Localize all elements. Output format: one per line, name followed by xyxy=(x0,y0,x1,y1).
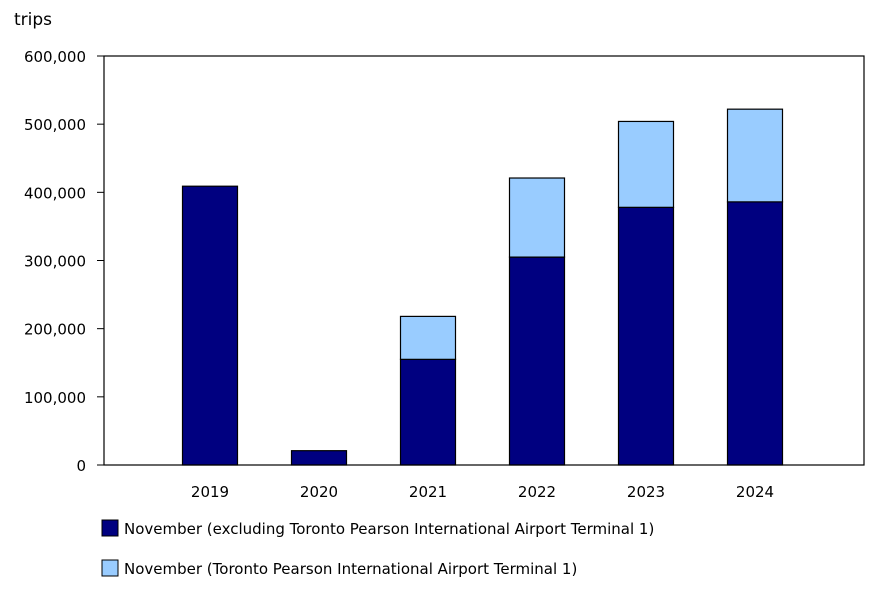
legend-label-series-1: November (excluding Toronto Pearson Inte… xyxy=(124,520,654,538)
x-tick-label: 2021 xyxy=(409,483,447,501)
x-tick-label: 2020 xyxy=(300,483,338,501)
bar-2019-series-1 xyxy=(181,185,239,466)
y-tick-label: 300,000 xyxy=(24,253,86,271)
y-tick-label: 0 xyxy=(76,457,86,475)
legend-swatch-series-2 xyxy=(101,559,119,577)
y-tick-label: 500,000 xyxy=(24,116,86,134)
bar-2022-series-2 xyxy=(508,177,566,258)
bar-2023-series-1 xyxy=(617,206,675,466)
y-tick-label: 100,000 xyxy=(24,389,86,407)
bar-2021-series-2 xyxy=(399,315,457,360)
y-tick-label: 200,000 xyxy=(24,321,86,339)
legend-swatch-series-1 xyxy=(101,519,119,537)
legend-label-series-2: November (Toronto Pearson International … xyxy=(124,560,577,578)
bar-2024-series-2 xyxy=(726,108,784,203)
bar-2021-series-1 xyxy=(399,358,457,466)
y-tick-label: 600,000 xyxy=(24,48,86,66)
plot-frame xyxy=(103,55,865,466)
bar-2023-series-2 xyxy=(617,120,675,208)
bar-2022-series-1 xyxy=(508,256,566,466)
legend: November (excluding Toronto Pearson Inte… xyxy=(101,519,654,578)
x-tick-label: 2024 xyxy=(736,483,774,501)
x-tick-label: 2019 xyxy=(191,483,229,501)
y-axis-label: trips xyxy=(14,10,52,30)
x-tick-label: 2022 xyxy=(518,483,556,501)
bar-2024-series-1 xyxy=(726,201,784,466)
bar-2020-series-1 xyxy=(290,450,348,466)
y-tick-label: 400,000 xyxy=(24,184,86,202)
x-tick-label: 2023 xyxy=(627,483,665,501)
